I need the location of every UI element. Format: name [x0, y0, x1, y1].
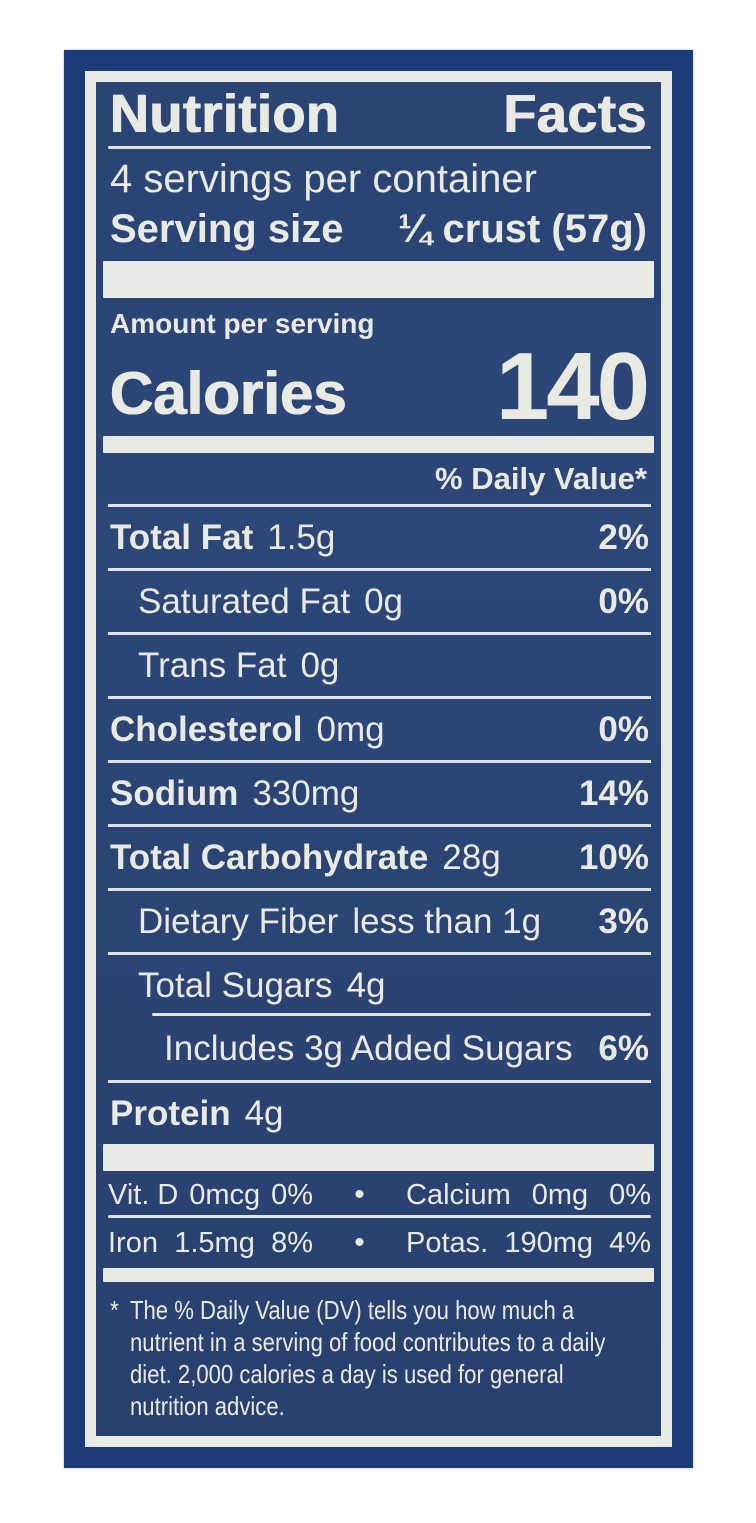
nutrient-dv: 14%: [578, 774, 649, 814]
vitamin-left-cell: Vit. D 0mcg 0%: [108, 1178, 313, 1211]
vitamin-amount: 190mg: [504, 1226, 593, 1259]
nutrient-name: Protein: [110, 1094, 231, 1134]
vitamin-name: Potas.: [406, 1226, 489, 1259]
label-inner-panel: Nutrition Facts 4 servings per container…: [85, 71, 672, 1447]
thick-separator-bar-top: [103, 261, 654, 299]
footnote-line: nutrient in a serving of food contribute…: [130, 1327, 606, 1358]
vitamin-dv: 8%: [271, 1226, 313, 1259]
daily-value-header: % Daily Value*: [435, 461, 647, 497]
vitamin-right-cell: Calcium 0mg 0%: [406, 1178, 651, 1211]
vitamin-name: Iron: [108, 1226, 158, 1259]
row-protein: Protein 4g: [108, 1080, 651, 1144]
nutrient-name: Sodium: [110, 774, 239, 814]
vitamin-row-1: Vit. D 0mcg 0% • Calcium 0mg 0%: [108, 1171, 651, 1215]
servings-per-container: 4 servings per container: [110, 157, 537, 202]
nutrient-name: Total Fat: [110, 518, 254, 558]
footnote-text: The % Daily Value (DV) tells you how muc…: [130, 1294, 661, 1422]
vitamin-name: Calcium: [406, 1178, 511, 1211]
nutrient-amount: less than 1g: [352, 902, 542, 942]
nutrient-amount: 0g: [364, 582, 404, 622]
nutrient-amount: 1.5g: [267, 518, 336, 558]
row-total-carbohydrate: Total Carbohydrate 28g 10%: [108, 824, 651, 888]
nutrient-dv: 10%: [578, 838, 649, 878]
serving-size-row: Serving size ¼ crust (57g): [96, 201, 661, 259]
row-total-fat: Total Fat 1.5g 2%: [108, 504, 651, 568]
vitamin-right-cell: Potas. 190mg 4%: [406, 1226, 651, 1259]
footnote-line: diet. 2,000 calories a day is used for g…: [130, 1359, 564, 1390]
footnote: * The % Daily Value (DV) tells you how m…: [96, 1282, 661, 1422]
row-total-sugars: Total Sugars 4g: [108, 952, 651, 1016]
footnote-marker: *: [110, 1295, 119, 1326]
row-cholesterol: Cholesterol 0mg 0%: [108, 696, 651, 760]
bullet-separator-icon: •: [354, 1226, 365, 1260]
title-word-nutrition: Nutrition: [110, 84, 340, 144]
calories-value: 140: [495, 333, 650, 441]
nutrient-dv: 0%: [598, 582, 649, 622]
nutrient-amount: 0g: [300, 646, 340, 686]
nutrient-amount: 4g: [244, 1094, 284, 1134]
calories-label: Calories: [110, 360, 347, 428]
row-added-sugars: Includes 3g Added Sugars 6%: [108, 1013, 651, 1080]
vitamin-amount: 1.5mg: [174, 1226, 255, 1259]
vitamin-name: Vit. D: [108, 1178, 179, 1211]
nutrient-name: Dietary Fiber: [138, 902, 339, 942]
nutrient-amount: 0mg: [316, 710, 385, 750]
nutrient-dv: 2%: [598, 518, 649, 558]
nutrient-amount: 28g: [442, 838, 501, 878]
calories-row: Calories 140: [96, 333, 661, 441]
label-title: Nutrition Facts: [96, 82, 661, 142]
nutrient-name: Trans Fat: [138, 646, 287, 686]
bullet-separator-icon: •: [354, 1178, 365, 1212]
vitamin-dv: 0%: [609, 1178, 651, 1211]
nutrient-dv: 0%: [598, 710, 649, 750]
thick-separator-bar-vitamins-top: [103, 1144, 654, 1172]
row-trans-fat: Trans Fat 0g: [108, 632, 651, 696]
vitamin-divider: [108, 1215, 651, 1219]
row-sodium: Sodium 330mg 14%: [108, 760, 651, 824]
nutrient-amount: 330mg: [252, 774, 360, 814]
vitamin-amount: 0mg: [531, 1178, 589, 1211]
vitamin-row-2: Iron 1.5mg 8% • Potas. 190mg 4%: [108, 1218, 651, 1268]
title-divider: [108, 146, 651, 150]
nutrient-dv: 3%: [598, 902, 649, 942]
footnote-line: nutrition advice.: [130, 1391, 285, 1422]
vitamin-dv: 4%: [609, 1226, 651, 1259]
row-saturated-fat: Saturated Fat 0g 0%: [108, 568, 651, 632]
title-word-facts: Facts: [503, 84, 647, 144]
nutrient-amount: 4g: [346, 966, 386, 1006]
nutrient-name: Cholesterol: [110, 710, 303, 750]
thick-separator-bar-calories: [103, 436, 654, 454]
nutrient-name: Total Sugars: [138, 966, 333, 1006]
thick-separator-bar-bottom: [103, 1268, 654, 1283]
vitamin-dv: 0%: [271, 1178, 313, 1211]
vitamin-left-cell: Iron 1.5mg 8%: [108, 1226, 313, 1259]
vitamin-amount: 0mcg: [189, 1178, 261, 1211]
nutrition-label: Nutrition Facts 4 servings per container…: [64, 50, 693, 1468]
row-dietary-fiber: Dietary Fiber less than 1g 3%: [108, 888, 651, 952]
nutrient-dv: 6%: [598, 1028, 649, 1068]
nutrient-name: Total Carbohydrate: [110, 838, 429, 878]
footnote-line: The % Daily Value (DV) tells you how muc…: [130, 1295, 575, 1326]
nutrient-name: Includes 3g Added Sugars: [164, 1028, 573, 1068]
amount-per-serving-label: Amount per serving: [110, 308, 375, 340]
serving-size-label: Serving size: [110, 207, 344, 252]
serving-size-value: ¼ crust (57g): [398, 207, 647, 252]
nutrient-name: Saturated Fat: [138, 582, 351, 622]
